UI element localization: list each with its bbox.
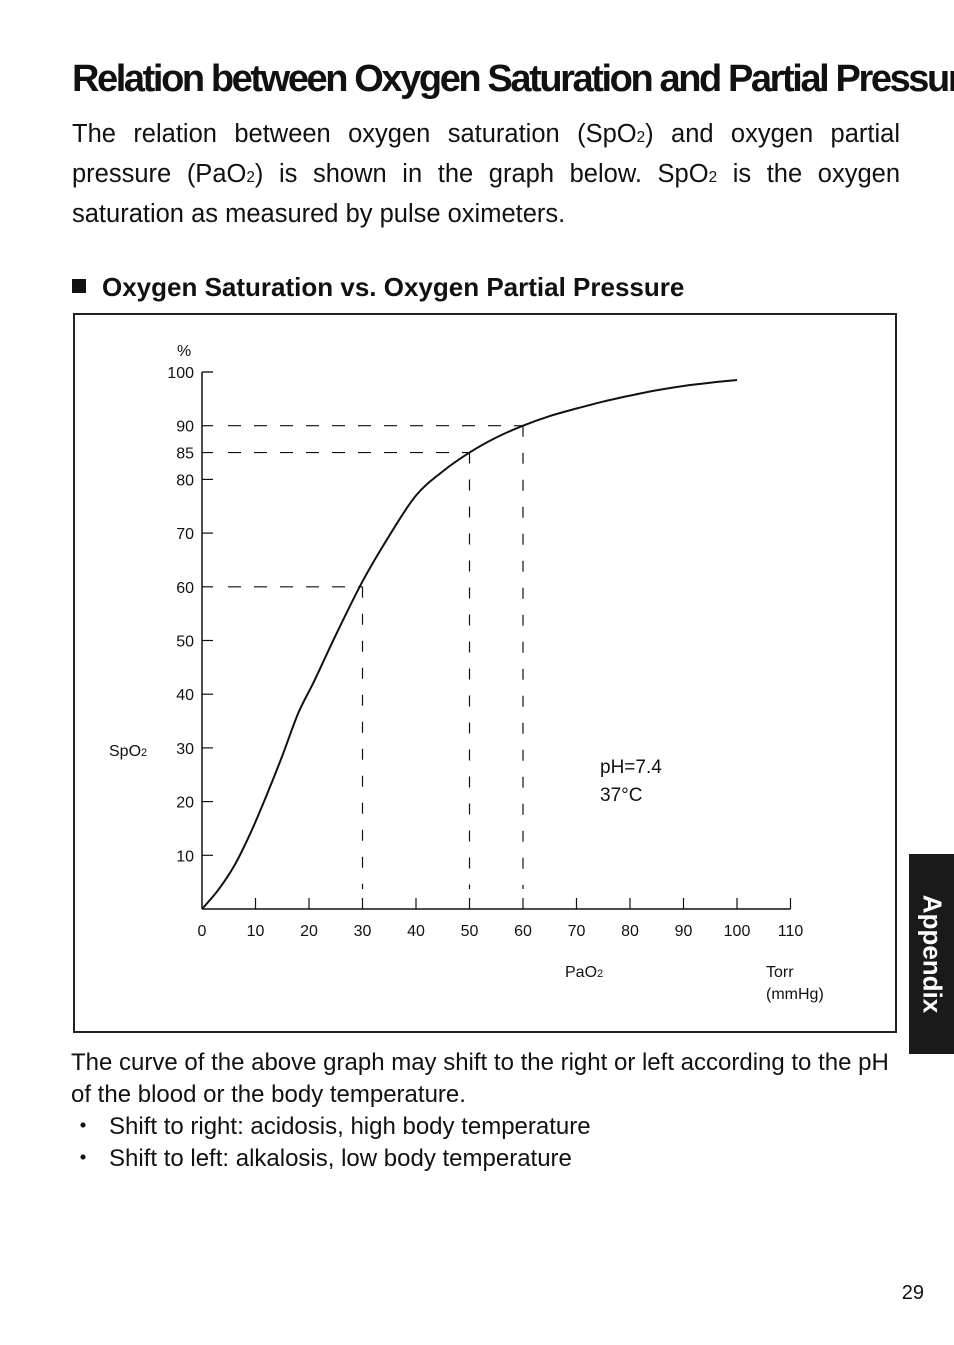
x-tick-label: 100 — [724, 923, 751, 940]
x-axis-label: PaO2 — [565, 964, 603, 981]
x-tick-label: 110 — [778, 923, 804, 940]
reference-lines — [228, 425, 524, 889]
x-tick-label: 40 — [407, 923, 425, 940]
list-item-text: Shift to left: alkalosis, low body tempe… — [109, 1145, 572, 1172]
y-tick-label: 70 — [176, 526, 194, 543]
y-tick-label: 20 — [176, 795, 194, 812]
x-tick-label: 50 — [461, 923, 479, 940]
y-axis: 10 20 30 40 50 60 70 80 85 90 100 — [167, 365, 213, 909]
saturation-chart: 10 20 30 40 50 60 70 80 85 90 100 0 10 20 30 40 50 60 70 8… — [109, 343, 824, 1003]
page-title: Relation between Oxygen Saturation and P… — [72, 58, 954, 100]
bullet-dot: ・ — [71, 1113, 95, 1140]
x-tick-label: 30 — [354, 923, 372, 940]
section-heading-text: Oxygen Saturation vs. Oxygen Partial Pre… — [102, 272, 685, 302]
footer-paragraph: The curve of the above graph may shift t… — [71, 1049, 889, 1108]
y-tick-label: 40 — [176, 687, 194, 704]
x-tick-label: 60 — [514, 923, 532, 940]
list-item-text: Shift to right: acidosis, high body temp… — [109, 1113, 591, 1140]
y-tick-label: 85 — [176, 446, 194, 463]
list-item: ・ Shift to right: acidosis, high body tem… — [71, 1111, 901, 1143]
x-tick-label: 0 — [198, 923, 207, 940]
x-tick-label: 90 — [675, 923, 693, 940]
square-bullet-icon — [72, 279, 86, 293]
y-tick-label: 60 — [176, 580, 194, 597]
x-axis: 0 10 20 30 40 50 60 70 80 90 100 110 — [198, 898, 804, 940]
y-unit-label: % — [177, 343, 191, 360]
annotation-temp: 37°C — [600, 785, 642, 806]
section-heading: Oxygen Saturation vs. Oxygen Partial Pre… — [72, 272, 684, 303]
page-number: 29 — [901, 1282, 924, 1304]
y-tick-label: 10 — [176, 848, 194, 865]
x-tick-label: 80 — [621, 923, 639, 940]
list-item: ・ Shift to left: alkalosis, low body temp… — [71, 1143, 901, 1175]
x-tick-label: 70 — [568, 923, 586, 940]
y-tick-label: 30 — [176, 741, 194, 758]
bullet-dot: ・ — [71, 1145, 95, 1172]
footer-text: The curve of the above graph may shift t… — [71, 1047, 901, 1175]
x-unit-sub-label: (mmHg) — [766, 986, 824, 1003]
y-axis-label: SpO2 — [109, 743, 147, 760]
series-line — [201, 379, 738, 910]
x-tick-label: 10 — [247, 923, 265, 940]
appendix-tab-label: Appendix — [917, 894, 947, 1014]
y-tick-label: 100 — [167, 365, 194, 382]
x-unit-label: Torr — [766, 964, 794, 981]
y-tick-label: 90 — [176, 419, 194, 436]
chart-frame — [73, 313, 897, 1033]
shift-list: ・ Shift to right: acidosis, high body tem… — [71, 1111, 901, 1175]
x-tick-label: 20 — [300, 923, 318, 940]
appendix-tab: Appendix — [909, 854, 954, 1054]
y-tick-label: 50 — [176, 634, 194, 651]
y-tick-label: 80 — [176, 472, 194, 489]
intro-paragraph: The relation between oxygen saturation (… — [72, 120, 901, 228]
annotation-ph: pH=7.4 — [600, 757, 662, 778]
